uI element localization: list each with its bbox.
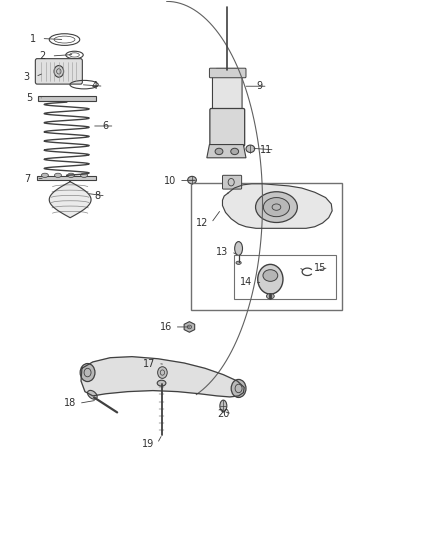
Text: 6: 6 [103,121,109,131]
Text: 7: 7 [25,174,31,184]
Ellipse shape [54,66,64,77]
Ellipse shape [263,270,278,281]
FancyBboxPatch shape [209,68,246,78]
Ellipse shape [235,241,243,255]
Ellipse shape [157,380,166,386]
Ellipse shape [220,400,227,412]
Text: 14: 14 [240,277,252,287]
Text: 3: 3 [24,71,30,82]
Ellipse shape [158,367,167,378]
FancyBboxPatch shape [210,109,245,146]
Text: 5: 5 [27,93,33,103]
Ellipse shape [42,173,48,177]
FancyBboxPatch shape [212,71,242,114]
Ellipse shape [258,264,283,294]
Ellipse shape [236,261,241,264]
Ellipse shape [255,192,297,222]
Polygon shape [184,321,194,332]
Text: 11: 11 [260,145,272,155]
Ellipse shape [263,198,290,216]
Polygon shape [38,96,96,101]
Polygon shape [223,184,332,228]
Text: 15: 15 [314,263,326,272]
Text: 1: 1 [30,34,36,44]
Ellipse shape [266,294,274,299]
Ellipse shape [231,148,239,155]
Polygon shape [207,144,246,158]
Ellipse shape [187,176,196,184]
Ellipse shape [80,364,95,382]
Text: 17: 17 [143,359,155,368]
Polygon shape [81,357,244,397]
Text: 16: 16 [160,322,172,332]
Text: 12: 12 [196,218,208,228]
FancyBboxPatch shape [35,59,82,84]
Text: 9: 9 [256,81,262,91]
Text: 8: 8 [94,191,100,201]
FancyBboxPatch shape [215,68,238,75]
Text: 10: 10 [164,175,177,185]
Ellipse shape [88,390,97,399]
Polygon shape [37,176,96,180]
Ellipse shape [67,173,74,177]
FancyBboxPatch shape [223,175,242,189]
Ellipse shape [81,173,88,177]
Ellipse shape [54,173,61,177]
Text: 18: 18 [64,398,76,408]
Text: 20: 20 [217,409,230,419]
Ellipse shape [231,379,246,398]
Ellipse shape [215,148,223,155]
Text: 2: 2 [39,51,46,61]
Ellipse shape [246,145,254,152]
Text: 4: 4 [92,81,98,91]
Polygon shape [49,182,91,217]
Text: 19: 19 [142,439,155,449]
Text: 13: 13 [216,247,229,257]
